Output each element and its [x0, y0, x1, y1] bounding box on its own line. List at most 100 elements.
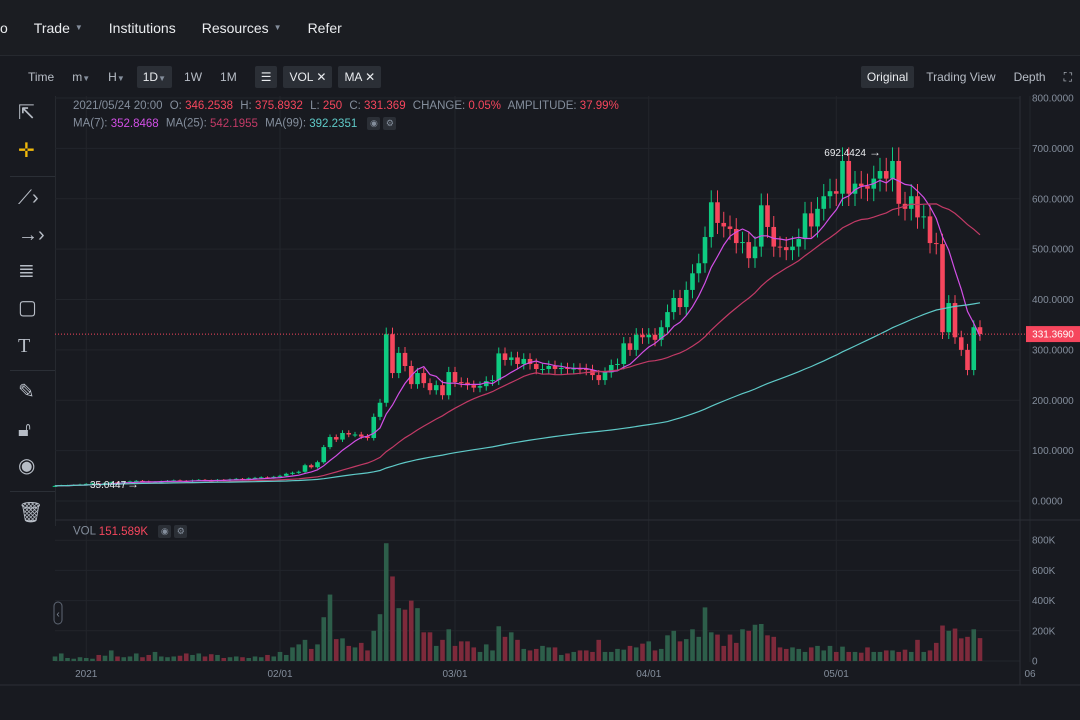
- candle-body: [633, 334, 639, 350]
- candle-body: [127, 481, 133, 483]
- candle: [958, 330, 964, 356]
- tab-trading-view[interactable]: Trading View: [926, 70, 996, 84]
- candle: [765, 193, 770, 238]
- candle: [602, 367, 608, 385]
- volume-bar: [265, 654, 270, 661]
- candle-body: [927, 216, 933, 244]
- volume-tick-label: 0: [1032, 657, 1038, 668]
- ma99-label: MA(99):: [265, 117, 307, 130]
- vol-indicator-chip[interactable]: VOL ✕: [283, 66, 333, 88]
- candle: [483, 376, 489, 391]
- fib-icon[interactable]: ≣: [18, 260, 35, 282]
- trendline-icon[interactable]: ⟋›: [18, 187, 39, 209]
- chevron-left-icon[interactable]: ‹: [56, 609, 59, 620]
- volume-bar: [215, 654, 220, 661]
- volume-bar: [127, 656, 133, 661]
- volume-bar: [746, 630, 752, 661]
- edit-icon[interactable]: ✎: [18, 381, 35, 403]
- volume-bar: [477, 651, 483, 661]
- candle: [546, 360, 552, 375]
- candle: [340, 430, 345, 443]
- hour-interval-dropdown[interactable]: H▼: [102, 66, 131, 88]
- tab-depth[interactable]: Depth: [1013, 70, 1046, 84]
- unlock-icon[interactable]: 🔓︎: [18, 419, 31, 441]
- candle: [427, 378, 433, 395]
- candle-body: [715, 202, 720, 223]
- day-label: 1D: [142, 70, 159, 84]
- candle: [596, 370, 602, 385]
- volume-bar: [565, 653, 570, 661]
- candle-body: [340, 432, 345, 440]
- candle: [965, 343, 970, 376]
- candle-body: [515, 357, 520, 364]
- nav-trade[interactable]: Trade ▼: [34, 20, 83, 36]
- change-value: 0.05%: [468, 100, 502, 112]
- nav-institutions[interactable]: Institutions: [108, 19, 176, 36]
- fullscreen-icon[interactable]: ⛶: [1063, 69, 1072, 84]
- volume-bar: [427, 632, 433, 661]
- volume-tick-label: 200K: [1032, 626, 1056, 637]
- volume-bar: [615, 648, 620, 661]
- close-icon[interactable]: ✕: [316, 70, 327, 84]
- candle-body: [677, 297, 683, 308]
- candle: [615, 358, 620, 371]
- candle: [471, 380, 477, 393]
- candle-body: [452, 372, 458, 383]
- minute-label: m: [72, 70, 83, 84]
- settings-icon[interactable]: ⚙: [383, 117, 397, 130]
- nav-resources-label: Resources: [201, 19, 269, 36]
- candle-body: [583, 369, 589, 371]
- text-icon[interactable]: T: [18, 335, 31, 357]
- eye-icon[interactable]: ◉: [158, 525, 172, 538]
- candle-body: [571, 368, 577, 370]
- ma-indicator-chip[interactable]: MA ✕: [338, 66, 382, 88]
- volume-bar: [290, 647, 295, 661]
- volume-bar: [240, 657, 245, 661]
- nav-partial-item[interactable]: o: [0, 19, 8, 36]
- eye-icon[interactable]: ◉: [18, 455, 36, 477]
- cursor-icon[interactable]: ⇱: [18, 102, 35, 124]
- price-tick-label: 600.0000: [1032, 194, 1074, 205]
- candle-body: [833, 191, 839, 194]
- ma25-line: [54, 203, 981, 487]
- candle-body: [465, 382, 470, 386]
- volume-tick-label: 800K: [1032, 536, 1056, 547]
- day-interval-dropdown[interactable]: 1D▼: [136, 66, 173, 88]
- candle-body: [283, 473, 289, 476]
- min-price-label: 35.0447: [90, 480, 127, 491]
- candle-body: [796, 239, 802, 247]
- candle-body: [458, 382, 464, 384]
- volume-bar: [408, 600, 414, 661]
- crosshair-icon[interactable]: ✛: [18, 140, 35, 162]
- ma25-label: MA(25):: [165, 117, 207, 130]
- close-icon[interactable]: ✕: [365, 70, 376, 84]
- nav-resources[interactable]: Resources ▼: [202, 20, 282, 36]
- settings-icon[interactable]: ⚙: [174, 525, 188, 538]
- candle: [521, 353, 527, 370]
- candle: [377, 398, 383, 421]
- divider: [10, 176, 55, 177]
- candle: [402, 346, 408, 372]
- rectangle-icon[interactable]: ▢: [18, 297, 37, 319]
- candle: [690, 264, 695, 299]
- volume-bar: [733, 642, 739, 661]
- open-value: 346.2538: [185, 100, 234, 112]
- amplitude-value: 37.99%: [579, 100, 619, 112]
- week-interval-button[interactable]: 1W: [184, 70, 203, 84]
- candle-body: [602, 372, 608, 381]
- tab-original[interactable]: Original: [860, 66, 915, 88]
- minute-interval-dropdown[interactable]: m▼: [66, 66, 96, 88]
- nav-refer[interactable]: Refer: [307, 19, 342, 36]
- high-value: 375.8932: [254, 100, 303, 112]
- candle-body: [427, 383, 433, 391]
- volume-bar: [140, 657, 145, 661]
- volume-bar: [640, 643, 645, 661]
- time-button[interactable]: Time: [28, 70, 55, 84]
- month-interval-button[interactable]: 1M: [220, 70, 237, 84]
- indicator-settings-icon[interactable]: ☰: [254, 66, 278, 88]
- collapse-handle[interactable]: [53, 601, 63, 625]
- arrow-icon[interactable]: →›: [18, 224, 45, 246]
- trash-icon[interactable]: 🗑︎: [18, 502, 44, 524]
- eye-icon[interactable]: ◉: [367, 117, 381, 130]
